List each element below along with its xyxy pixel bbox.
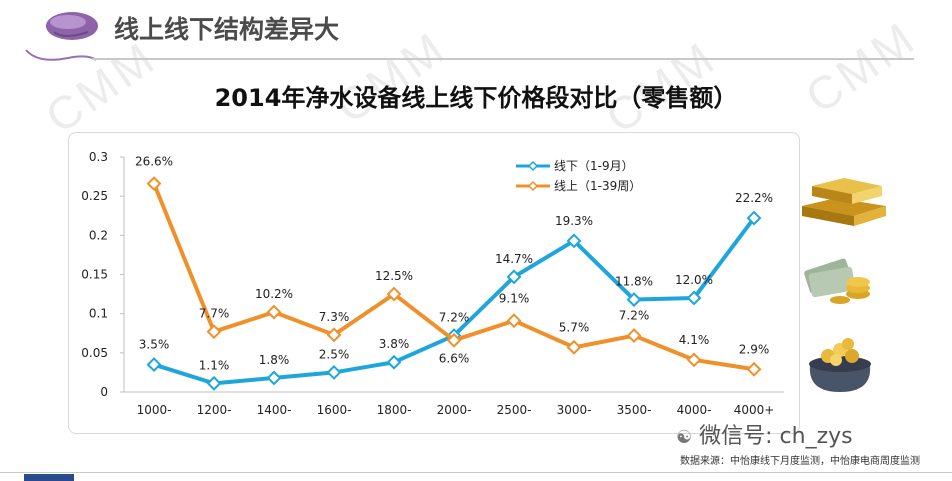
data-label: 19.3% bbox=[555, 214, 593, 228]
data-label: 2.5% bbox=[319, 347, 350, 361]
wechat-id: ☯ 微信号: ch_zys bbox=[676, 418, 853, 450]
data-point bbox=[626, 328, 642, 344]
y-tick-label: 0.25 bbox=[81, 189, 108, 203]
x-tick-label: 1400- bbox=[257, 403, 292, 417]
data-label: 12.0% bbox=[675, 273, 713, 287]
data-point bbox=[446, 332, 462, 348]
x-tick-label: 4000- bbox=[677, 403, 712, 417]
data-label: 6.6% bbox=[439, 351, 470, 365]
data-label: 26.6% bbox=[135, 155, 173, 169]
data-point bbox=[746, 210, 762, 226]
data-point bbox=[266, 304, 282, 320]
wechat-text: 微信号: ch_zys bbox=[699, 424, 853, 449]
data-point bbox=[506, 269, 522, 285]
x-tick-label: 1800- bbox=[377, 403, 412, 417]
x-tick-label: 1000- bbox=[137, 403, 172, 417]
data-point bbox=[266, 370, 282, 386]
y-tick-label: 0.3 bbox=[89, 150, 108, 164]
legend-label: 线下（1-9月） bbox=[554, 159, 634, 173]
x-tick-label: 1600- bbox=[317, 403, 352, 417]
data-label: 10.2% bbox=[255, 287, 293, 301]
legend-marker bbox=[527, 160, 539, 172]
gold-bars-icon bbox=[802, 178, 886, 226]
data-label: 3.8% bbox=[379, 337, 410, 351]
chart-frame bbox=[68, 132, 800, 434]
legend-label: 线上（1-39周） bbox=[554, 179, 641, 193]
data-label: 7.7% bbox=[199, 307, 230, 321]
data-point bbox=[326, 365, 342, 380]
y-tick-label: 0.15 bbox=[81, 268, 108, 282]
money-coins-icon bbox=[804, 258, 870, 304]
data-point bbox=[686, 290, 702, 306]
data-point bbox=[566, 233, 582, 249]
data-label: 2.9% bbox=[739, 342, 770, 356]
data-point bbox=[386, 354, 402, 370]
data-label: 7.2% bbox=[439, 311, 470, 325]
coin-purse-icon bbox=[809, 338, 871, 392]
y-tick-label: 0.1 bbox=[89, 307, 108, 321]
x-tick-label: 3000- bbox=[557, 403, 592, 417]
data-label: 7.3% bbox=[319, 310, 350, 324]
header-divider bbox=[92, 58, 914, 60]
x-tick-label: 3500- bbox=[617, 403, 652, 417]
data-label: 1.1% bbox=[199, 358, 230, 372]
data-point bbox=[686, 352, 702, 368]
data-label: 1.8% bbox=[259, 353, 290, 367]
page-title: 线上线下结构差异大 bbox=[114, 15, 340, 44]
x-tick-label: 4000+ bbox=[734, 403, 775, 417]
y-tick-label: 0.2 bbox=[89, 228, 108, 242]
data-label: 5.7% bbox=[559, 320, 590, 334]
data-label: 4.1% bbox=[679, 333, 710, 347]
data-point bbox=[746, 361, 762, 377]
data-label: 12.5% bbox=[375, 269, 413, 283]
data-point bbox=[386, 286, 402, 302]
chart-title: 2014年净水设备线上线下价格段对比（零售额） bbox=[214, 84, 738, 112]
x-tick-label: 1200- bbox=[197, 403, 232, 417]
x-tick-label: 2500- bbox=[497, 403, 532, 417]
data-point bbox=[146, 357, 162, 372]
x-tick-label: 2000- bbox=[437, 403, 472, 417]
wechat-icon: ☯ bbox=[676, 427, 693, 448]
data-point bbox=[506, 313, 522, 329]
legend-marker bbox=[527, 180, 539, 192]
data-point bbox=[566, 339, 582, 355]
data-label: 3.5% bbox=[139, 338, 170, 352]
mouse-icon bbox=[25, 12, 98, 61]
data-label: 14.7% bbox=[495, 252, 533, 266]
data-label: 11.8% bbox=[615, 275, 653, 289]
data-label: 9.1% bbox=[499, 292, 530, 306]
data-label: 7.2% bbox=[619, 309, 650, 323]
data-point bbox=[326, 327, 342, 343]
data-point bbox=[146, 176, 162, 192]
data-point bbox=[206, 375, 222, 391]
y-tick-label: 0.05 bbox=[81, 346, 108, 360]
data-point bbox=[206, 324, 222, 340]
data-point bbox=[626, 292, 642, 307]
footer-bar bbox=[0, 472, 952, 481]
data-label: 22.2% bbox=[735, 191, 773, 205]
y-tick-label: 0 bbox=[100, 385, 108, 399]
data-source: 数据来源：中怡康线下月度监测，中怡康电商周度监测 bbox=[680, 456, 920, 467]
